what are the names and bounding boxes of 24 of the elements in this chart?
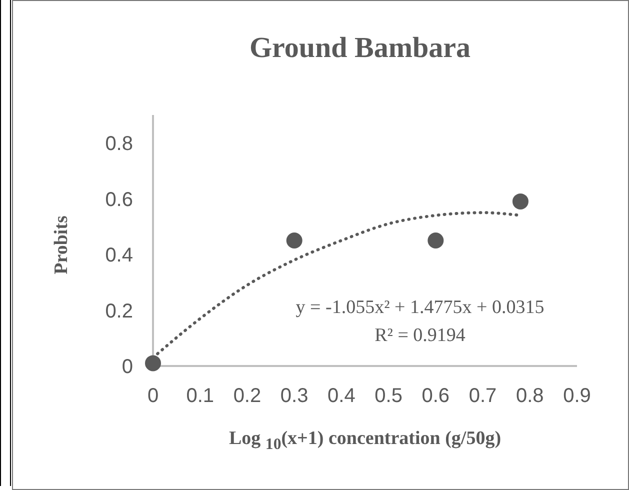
chart-title: Ground Bambara — [248, 32, 472, 65]
x-tick-label: 0.3 — [280, 385, 308, 408]
y-tick-label: 0 — [122, 356, 133, 378]
y-tick-label: 0.6 — [105, 188, 133, 211]
x-tick-label: 0 — [147, 385, 159, 408]
y-tick-label: 0.8 — [105, 132, 133, 155]
x-tick-label: 0.8 — [516, 385, 544, 408]
x-tick-label: 0.7 — [468, 385, 497, 408]
annotation: R² = 0.9194 — [374, 324, 466, 348]
x-tick-label: 0.2 — [233, 385, 262, 408]
y-axis-title: Probits — [51, 216, 73, 274]
point — [286, 232, 302, 248]
x-tick-label: 0.6 — [422, 385, 450, 408]
x-tick-label: 0.9 — [563, 385, 591, 408]
point — [512, 193, 528, 210]
x-tick-label: 0.4 — [328, 385, 356, 408]
point — [145, 355, 161, 372]
x-tick-label: 0.5 — [374, 385, 402, 408]
annotation: y = -1.055x² + 1.4775x + 0.0315 — [294, 296, 546, 320]
y-tick-label: 0.2 — [105, 300, 133, 322]
point — [428, 232, 444, 248]
y-tick-label: 0.4 — [105, 244, 133, 267]
x-tick-label: 0.1 — [186, 385, 214, 408]
x-axis-title: Log $_{10}$(x+1) concentration (g/50g) — [228, 428, 502, 454]
